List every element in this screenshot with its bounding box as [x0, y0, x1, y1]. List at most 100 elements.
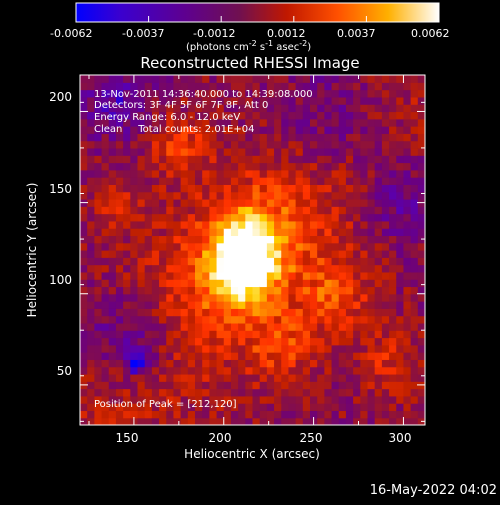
heatmap-cell: [410, 264, 419, 273]
heatmap-cell: [367, 301, 376, 309]
heatmap-cell: [374, 213, 383, 222]
heatmap-cell: [80, 228, 88, 237]
heatmap-cell: [108, 330, 117, 339]
heatmap-cell: [417, 388, 425, 397]
heatmap-cell: [108, 147, 117, 156]
heatmap-cell: [396, 293, 405, 302]
heatmap-cell: [223, 373, 232, 382]
heatmap-cell: [108, 373, 117, 382]
heatmap-cell: [396, 118, 405, 127]
heatmap-cell: [389, 352, 397, 360]
heatmap-cell: [230, 381, 239, 390]
heatmap-cell: [101, 111, 110, 120]
heatmap-cell: [302, 235, 311, 244]
heatmap-cell: [360, 373, 369, 382]
heatmap-cell: [108, 169, 117, 178]
heatmap-cell: [94, 344, 103, 353]
heatmap-cell: [353, 184, 361, 193]
heatmap-cell: [345, 264, 354, 273]
heatmap-cell: [374, 133, 383, 142]
heatmap-cell: [159, 250, 167, 258]
heatmap-cell: [331, 104, 340, 113]
heatmap-cell: [266, 381, 275, 390]
heatmap-cell: [274, 264, 282, 273]
heatmap-cell: [216, 359, 225, 368]
heatmap-cell: [187, 155, 196, 164]
heatmap-cell: [353, 293, 361, 302]
heatmap-cell: [381, 133, 390, 142]
heatmap-cell: [389, 381, 397, 390]
heatmap-cell: [389, 206, 397, 215]
heatmap-cell: [381, 242, 390, 251]
heatmap-cell: [295, 206, 304, 215]
heatmap-cell: [367, 337, 376, 346]
heatmap-cell: [331, 381, 340, 390]
heatmap-cell: [417, 337, 425, 346]
heatmap-cell: [144, 82, 153, 91]
heatmap-cell: [94, 293, 103, 302]
heatmap-cell: [252, 315, 261, 324]
heatmap-cell: [223, 322, 232, 331]
heatmap-cell: [381, 206, 390, 215]
heatmap-cell: [381, 381, 390, 390]
heatmap-cell: [123, 75, 131, 83]
heatmap-cell: [266, 373, 275, 382]
heatmap-cell: [389, 75, 397, 83]
heatmap-cell: [238, 344, 246, 353]
heatmap-cell: [302, 337, 311, 346]
heatmap-cell: [295, 388, 304, 397]
heatmap-cell: [317, 257, 325, 266]
heatmap-cell: [410, 191, 419, 200]
heatmap-cell: [310, 177, 318, 185]
heatmap-cell: [310, 344, 318, 353]
heatmap-cell: [396, 206, 405, 215]
heatmap-cell: [216, 257, 225, 266]
heatmap-cell: [195, 133, 203, 142]
heatmap-cell: [209, 322, 218, 331]
heatmap-cell: [266, 206, 275, 215]
heatmap-cell: [123, 250, 131, 258]
heatmap-cell: [115, 403, 124, 412]
heatmap-cell: [374, 293, 383, 302]
heatmap-cell: [324, 177, 333, 185]
heatmap-cell: [180, 322, 189, 331]
heatmap-cell: [159, 118, 167, 127]
heatmap-cell: [123, 403, 131, 412]
heatmap-cell: [396, 301, 405, 309]
heatmap-cell: [123, 279, 131, 288]
heatmap-cell: [417, 104, 425, 113]
heatmap-cell: [180, 126, 189, 134]
heatmap-cell: [87, 155, 95, 164]
heatmap-cell: [209, 293, 218, 302]
heatmap-cell: [245, 417, 254, 425]
heatmap-cell: [80, 169, 88, 178]
heatmap-cell: [216, 104, 225, 113]
heatmap-cell: [281, 220, 290, 229]
heatmap-cell: [345, 403, 354, 412]
heatmap-cell: [187, 133, 196, 142]
heatmap-cell: [144, 96, 153, 105]
heatmap-cell: [295, 359, 304, 368]
heatmap-cell: [80, 271, 88, 280]
heatmap-cell: [144, 147, 153, 156]
heatmap-cell: [281, 133, 290, 142]
heatmap-cell: [353, 118, 361, 127]
heatmap-cell: [223, 395, 232, 404]
heatmap-cell: [317, 111, 325, 120]
heatmap-cell: [403, 352, 412, 360]
heatmap-cell: [159, 264, 167, 273]
heatmap-cell: [144, 213, 153, 222]
heatmap-cell: [195, 271, 203, 280]
heatmap-cell: [209, 330, 218, 339]
heatmap-cell: [417, 75, 425, 83]
heatmap-cell: [310, 322, 318, 331]
heatmap-cell: [331, 111, 340, 120]
heatmap-cell: [115, 293, 124, 302]
heatmap-cell: [324, 330, 333, 339]
heatmap-cell: [281, 315, 290, 324]
heatmap-cell: [374, 373, 383, 382]
heatmap-cell: [223, 293, 232, 302]
heatmap-cell: [324, 293, 333, 302]
heatmap-cell: [166, 235, 175, 244]
heatmap-cell: [259, 264, 268, 273]
